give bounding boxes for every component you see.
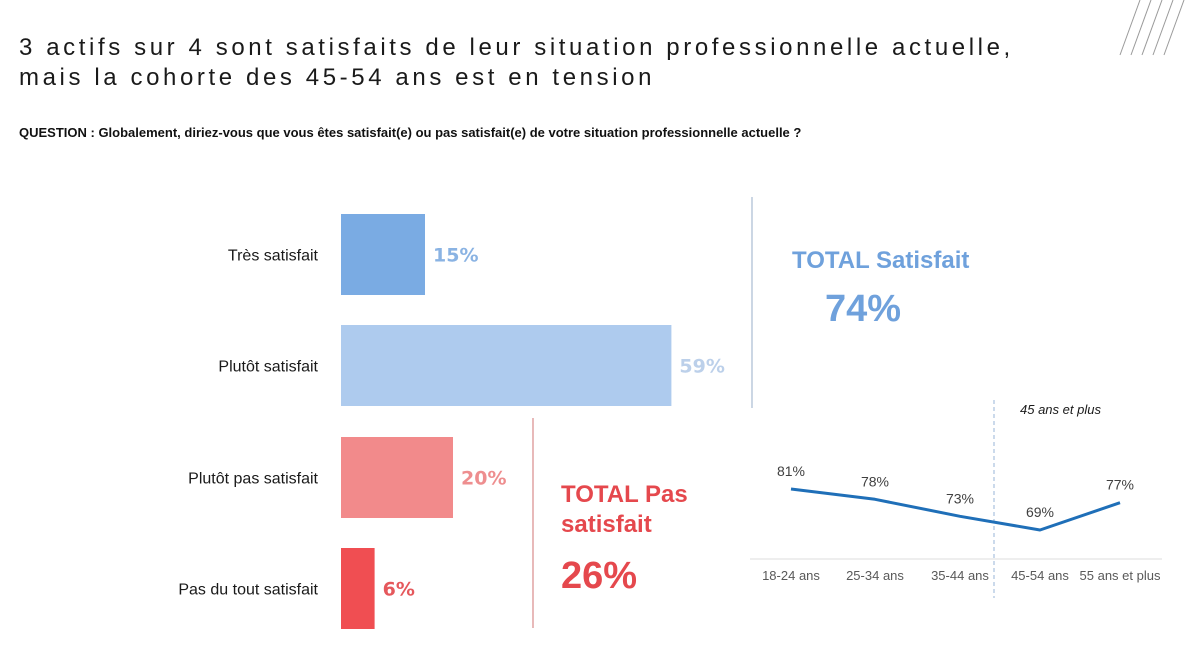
data-point-label: 69% [1026, 504, 1054, 520]
data-point-label: 73% [946, 490, 974, 506]
total-satisfied-label: TOTAL Satisfait [792, 247, 970, 274]
bar-value-label: 20% [461, 468, 506, 490]
bar [341, 548, 375, 629]
x-tick-label: 35-44 ans [931, 568, 989, 583]
diagonal-stripes-decoration [1119, 0, 1185, 56]
title-line-1: 3 actifs sur 4 sont satisfaits de leur s… [19, 34, 1014, 61]
bar-value-label: 59% [679, 356, 724, 378]
bar-value-label: 15% [433, 245, 478, 267]
bar-value-label: 6% [383, 579, 415, 601]
bar [341, 325, 672, 406]
bar-category-label: Plutôt satisfait [218, 359, 318, 376]
x-tick-label: 18-24 ans [762, 568, 820, 583]
bar-chart: Très satisfait 15% Plutôt satisfait 59% Plut… [178, 214, 725, 629]
x-tick-label: 55 ans et plus [1080, 568, 1161, 583]
bar-category-label: Très satisfait [228, 248, 319, 265]
data-point-label: 81% [777, 463, 805, 479]
survey-question: QUESTION : Globalement, diriez-vous que … [19, 125, 802, 140]
x-tick-label: 25-34 ans [846, 568, 904, 583]
title-line-2: mais la cohorte des 45-54 ans est en ten… [19, 64, 656, 91]
total-unsatisfied-label-line2: satisfait [561, 511, 652, 538]
total-unsatisfied-label-line1: TOTAL Pas [561, 481, 688, 508]
page-title: 3 actifs sur 4 sont satisfaits de leur s… [19, 33, 1014, 93]
data-point-label: 77% [1106, 477, 1134, 493]
bar-category-label: Plutôt pas satisfait [188, 471, 318, 488]
total-unsatisfied-value: 26% [561, 555, 638, 597]
bar-category-label: Pas du tout satisfait [178, 582, 318, 599]
line-chart: 81% 78% 73% 69% 77% 18-24 ans 25-34 ans 35-44 a… [750, 400, 1162, 598]
total-satisfied-value: 74% [825, 288, 902, 330]
data-point-label: 78% [861, 473, 889, 489]
total-unsatisfied-label: TOTAL Pas satisfait [561, 480, 688, 540]
bar [341, 214, 425, 295]
bar [341, 437, 453, 518]
x-tick-label: 45-54 ans [1011, 568, 1069, 583]
age-group-annotation: 45 ans et plus [1020, 402, 1101, 417]
